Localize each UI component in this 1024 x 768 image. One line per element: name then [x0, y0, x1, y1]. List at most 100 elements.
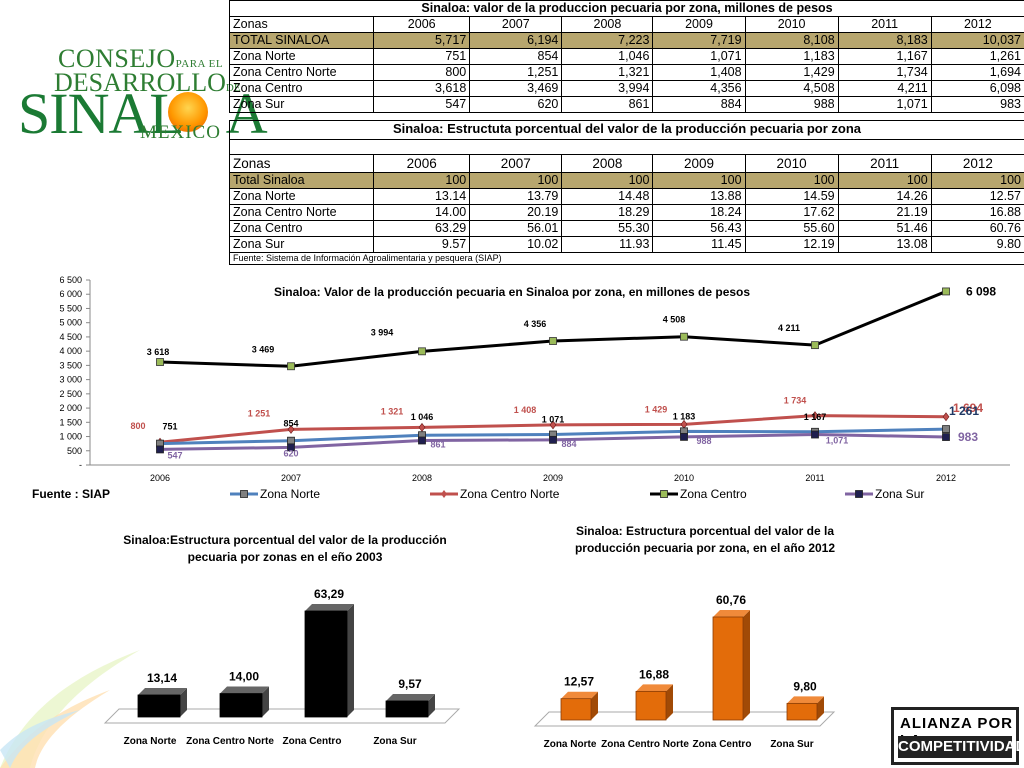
cell-value: 8,183 — [837, 32, 932, 49]
cell-value: 1,167 — [837, 48, 932, 65]
cell-value: 3,994 — [561, 80, 654, 97]
column-header: 2010 — [744, 16, 839, 33]
cell-value: 1,071 — [837, 96, 932, 113]
bar-chart-2003: Sinaloa:Estructura porcentual del valor … — [103, 533, 461, 747]
cell-value: 7,223 — [561, 32, 654, 49]
bar-top — [138, 687, 187, 695]
data-label: 1 694 — [953, 401, 983, 415]
x-tick-label: 2006 — [150, 473, 170, 483]
bar — [786, 702, 818, 721]
cell-value: 1,261 — [930, 48, 1024, 65]
table-row: Zona Centro 63.29 56.01 55.30 56.43 55.60 51.4… — [228, 220, 1024, 237]
cell-value: 11.45 — [652, 236, 746, 253]
bar-top — [713, 610, 750, 617]
bar-value-label: 9,80 — [793, 679, 817, 693]
cell-value: 4,508 — [744, 80, 839, 97]
chart-title: Sinaloa: Valor de la producción pecuaria… — [274, 285, 750, 299]
bar-side — [591, 691, 598, 720]
chart-floor — [533, 711, 836, 727]
row-label: Zona Norte — [228, 48, 375, 65]
data-point — [287, 436, 295, 445]
cell-value: 56.01 — [469, 220, 563, 237]
column-header: 2012 — [930, 16, 1024, 33]
legend-label: Zona Centro — [680, 487, 747, 501]
cell-value: 854 — [469, 48, 563, 65]
alianza-logo: ALIANZA POR LA COMPETITIVIDAD — [891, 707, 1024, 765]
data-label: 800 — [130, 421, 145, 431]
cell-value: 13.79 — [469, 188, 563, 205]
cell-value: 100 — [652, 172, 746, 189]
bar-side — [180, 687, 187, 717]
data-point — [811, 430, 819, 439]
column-header: 2006 — [373, 16, 471, 33]
data-point — [942, 433, 950, 441]
cell-value: 9.57 — [373, 236, 471, 253]
cell-value: 1,734 — [837, 64, 932, 81]
chart-title: producción pecuaria por zona, en el año … — [575, 541, 835, 555]
data-point — [156, 358, 164, 366]
y-tick-label: 3 000 — [59, 375, 82, 385]
data-point — [811, 341, 819, 350]
category-label: Zona Centro Norte — [601, 739, 689, 750]
cell-value: 1,251 — [469, 64, 563, 81]
cell-value: 5,717 — [373, 32, 471, 49]
bar — [137, 694, 181, 718]
y-tick-label: 1 000 — [59, 432, 82, 442]
cell-value: 4,211 — [837, 80, 932, 97]
data-label: 861 — [430, 439, 445, 449]
data-point — [680, 419, 688, 429]
table-row: Zona Norte 13.14 13.79 14.48 13.88 14.59 14.26… — [228, 188, 1024, 205]
column-header: 2011 — [837, 154, 932, 173]
y-tick-label: 2 500 — [59, 389, 82, 399]
production-value-table: Sinaloa: valor de la produccion pecuaria… — [228, 0, 1024, 113]
row-label: TOTAL SINALOA — [228, 32, 375, 49]
logo-mexico: MEXICO — [140, 122, 221, 143]
data-label: 3 994 — [371, 327, 394, 337]
chart-title: pecuaria por zonas en el eño 2003 — [188, 550, 383, 564]
category-label: Zona Norte — [544, 739, 597, 750]
chart-title: Sinaloa:Estructura porcentual del valor … — [123, 533, 446, 547]
row-label: Total Sinaloa — [228, 172, 375, 189]
cell-value: 751 — [373, 48, 471, 65]
data-label: 547 — [167, 450, 182, 460]
cell-value: 16.88 — [930, 204, 1024, 221]
row-label: Zona Centro Norte — [228, 204, 375, 221]
cell-value: 13.08 — [837, 236, 932, 253]
cell-value: 1,408 — [652, 64, 746, 81]
bar-top — [220, 686, 269, 694]
bar — [635, 690, 667, 721]
cell-value: 1,429 — [744, 64, 839, 81]
cell-value: 6,194 — [469, 32, 563, 49]
data-label: 854 — [283, 419, 298, 429]
column-header: 2012 — [930, 154, 1024, 173]
data-point — [156, 445, 164, 454]
cell-value: 1,183 — [744, 48, 839, 65]
logo-sinaloa: SINAL A — [18, 81, 268, 146]
cell-value: 988 — [744, 96, 839, 113]
column-header: Zonas — [228, 154, 375, 173]
cell-value: 13.88 — [652, 188, 746, 205]
row-label: Zona Centro — [228, 80, 375, 97]
cell-value: 1,046 — [561, 48, 654, 65]
data-label: 1 251 — [248, 408, 271, 418]
legend-label: Zona Sur — [875, 487, 924, 501]
cell-value: 14.00 — [373, 204, 471, 221]
data-point — [942, 412, 950, 422]
series-line — [159, 290, 947, 368]
column-header: 2006 — [373, 154, 471, 173]
data-label: 983 — [958, 430, 978, 444]
legend-marker — [660, 490, 668, 498]
bar-side — [262, 686, 269, 717]
table-row: TOTAL SINALOA 5,717 6,194 7,223 7,719 8,108 8,… — [228, 32, 1024, 49]
cell-value: 7,719 — [652, 32, 746, 49]
data-label: 4 356 — [524, 319, 547, 329]
data-point — [811, 411, 819, 421]
cell-value: 100 — [469, 172, 563, 189]
cell-value: 10.02 — [469, 236, 563, 253]
bar-value-label: 13,14 — [147, 671, 177, 685]
bar-value-label: 12,57 — [564, 675, 594, 689]
bar-top — [636, 684, 673, 692]
column-header: 2009 — [652, 16, 746, 33]
data-point — [287, 443, 295, 452]
cell-value: 11.93 — [561, 236, 654, 253]
